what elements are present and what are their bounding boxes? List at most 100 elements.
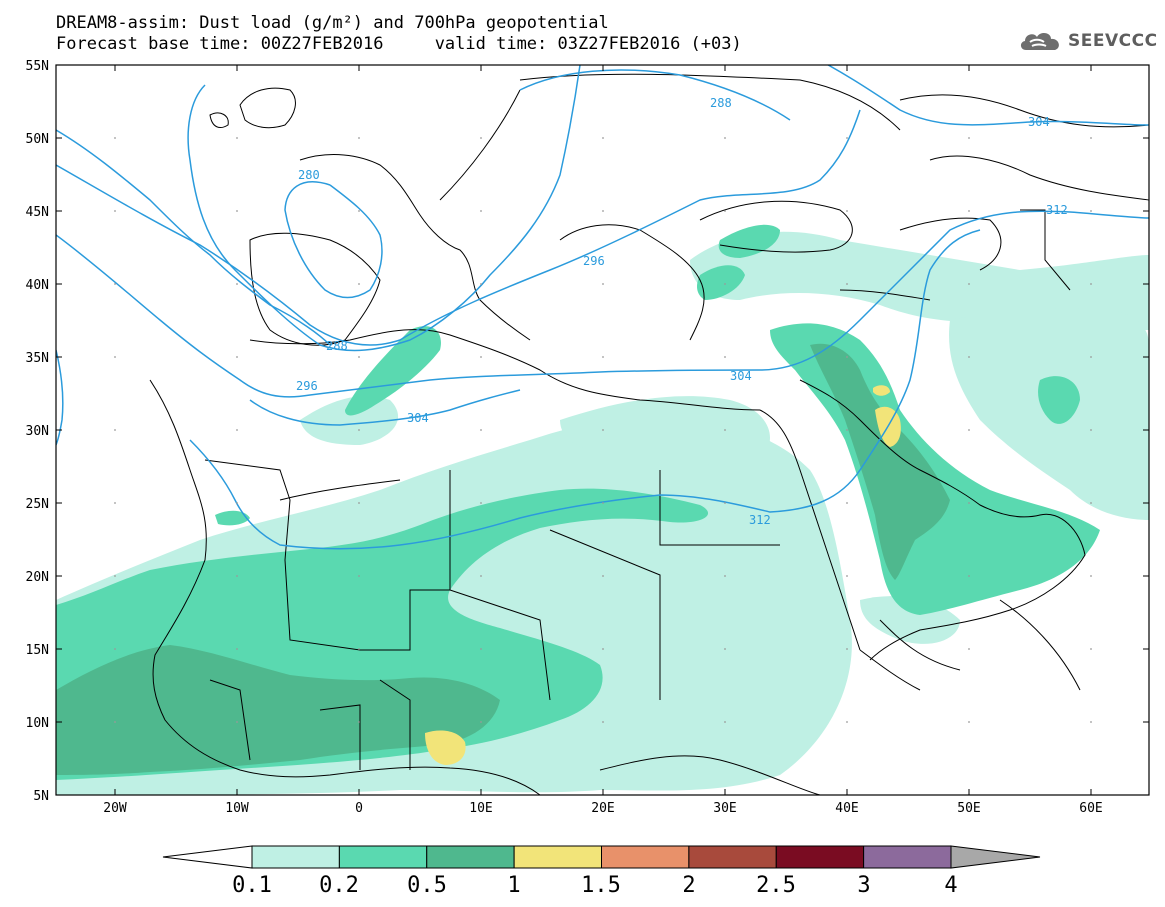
lat-label: 55N: [26, 59, 49, 74]
contour-label: 296: [296, 379, 318, 393]
grid-dot: [602, 137, 604, 139]
grid-dot: [480, 429, 482, 431]
colorbar-tick: 3: [857, 873, 870, 898]
dust-layer-0.5: [56, 343, 950, 775]
contour-label: 296: [583, 254, 605, 268]
grid-dot: [968, 648, 970, 650]
grid-dot: [236, 721, 238, 723]
lon-label: 20E: [591, 801, 614, 816]
grid-dot: [236, 648, 238, 650]
colorbar-swatch: [426, 845, 515, 869]
grid-dot: [480, 575, 482, 577]
grid-dot: [846, 137, 848, 139]
grid-dot: [724, 429, 726, 431]
grid-dot: [236, 356, 238, 358]
lon-label: 10W: [225, 801, 249, 816]
axis-ticks: [56, 64, 1149, 796]
grid-dot: [358, 502, 360, 504]
contour-label: 312: [749, 513, 771, 527]
colorbar-tick: 0.2: [319, 873, 359, 898]
grid-dot: [114, 721, 116, 723]
colorbar-swatch: [688, 845, 777, 869]
contour-label: 312: [1046, 203, 1068, 217]
grid-dot: [358, 429, 360, 431]
map-title: DREAM8-assim: Dust load (g/m²) and 700hP…: [56, 13, 609, 33]
grid-dot: [602, 502, 604, 504]
grid-dot: [358, 210, 360, 212]
colorbar-swatch: [513, 845, 602, 869]
colorbar-tick: 4: [944, 873, 957, 898]
grid-dot: [968, 210, 970, 212]
grid-dot: [968, 356, 970, 358]
grid-dot: [602, 575, 604, 577]
grid-dot: [480, 502, 482, 504]
colorbar: 0.1 0.2 0.5 1 1.5 2 2.5 3 4: [162, 845, 1041, 898]
lon-label: 10E: [469, 801, 492, 816]
lat-label: 40N: [26, 278, 49, 293]
contour-label: 288: [326, 339, 348, 353]
lon-label: 30E: [713, 801, 736, 816]
contour-label: 288: [710, 96, 732, 110]
logo-text: SEEVCCC: [1068, 31, 1158, 51]
lat-label: 10N: [26, 716, 49, 731]
colorbar-right-arrow: [950, 845, 1041, 869]
grid-dot: [114, 502, 116, 504]
grid-dot: [114, 210, 116, 212]
grid-dot: [602, 356, 604, 358]
grid-dot: [114, 429, 116, 431]
grid-dot: [968, 502, 970, 504]
grid-dot: [602, 283, 604, 285]
colorbar-tick: 1.5: [581, 873, 621, 898]
map-subtitle: Forecast base time: 00Z27FEB2016 valid t…: [56, 34, 742, 54]
lat-label: 20N: [26, 570, 49, 585]
colorbar-tick: 1: [507, 873, 520, 898]
colorbar-left-arrow: [162, 845, 253, 869]
grid-dot: [358, 721, 360, 723]
grid-dot: [114, 648, 116, 650]
lon-label: 50E: [957, 801, 980, 816]
grid-dot: [480, 137, 482, 139]
grid-dot: [1090, 283, 1092, 285]
grid-dot: [846, 575, 848, 577]
colorbar-swatch: [601, 845, 690, 869]
grid-dot: [358, 283, 360, 285]
grid-dot: [968, 429, 970, 431]
grid-dot: [602, 429, 604, 431]
cloud-icon: [1020, 33, 1059, 50]
grid-dot: [1090, 575, 1092, 577]
grid-dot: [480, 721, 482, 723]
grid-dot: [480, 283, 482, 285]
grid-dot: [236, 575, 238, 577]
grid-dot: [846, 502, 848, 504]
lat-label: 45N: [26, 205, 49, 220]
colorbar-tick: 2: [682, 873, 695, 898]
colorbar-tick: 0.5: [407, 873, 447, 898]
grid-dot: [968, 283, 970, 285]
colorbar-swatch: [338, 845, 428, 869]
coastlines: [149, 73, 1149, 795]
lon-label: 20W: [103, 801, 127, 816]
lon-label: 40E: [835, 801, 858, 816]
grid-dot: [724, 283, 726, 285]
grid-dot: [480, 210, 482, 212]
grid-dot: [114, 575, 116, 577]
colorbar-swatch: [251, 845, 340, 869]
grid-dot: [236, 502, 238, 504]
grid-dot: [846, 356, 848, 358]
grid-dot: [968, 137, 970, 139]
lat-label: 5N: [33, 789, 49, 804]
contour-label: 304: [407, 411, 429, 425]
contour-label: 304: [730, 369, 752, 383]
grid-dot: [724, 210, 726, 212]
grid-dot: [358, 137, 360, 139]
grid-dot: [480, 648, 482, 650]
colorbar-swatch: [863, 845, 952, 869]
grid-dot: [724, 137, 726, 139]
grid-dots: [114, 137, 1092, 723]
grid-dot: [846, 210, 848, 212]
grid-dot: [602, 721, 604, 723]
lat-label: 50N: [26, 132, 49, 147]
grid-dot: [358, 575, 360, 577]
grid-dot: [724, 575, 726, 577]
